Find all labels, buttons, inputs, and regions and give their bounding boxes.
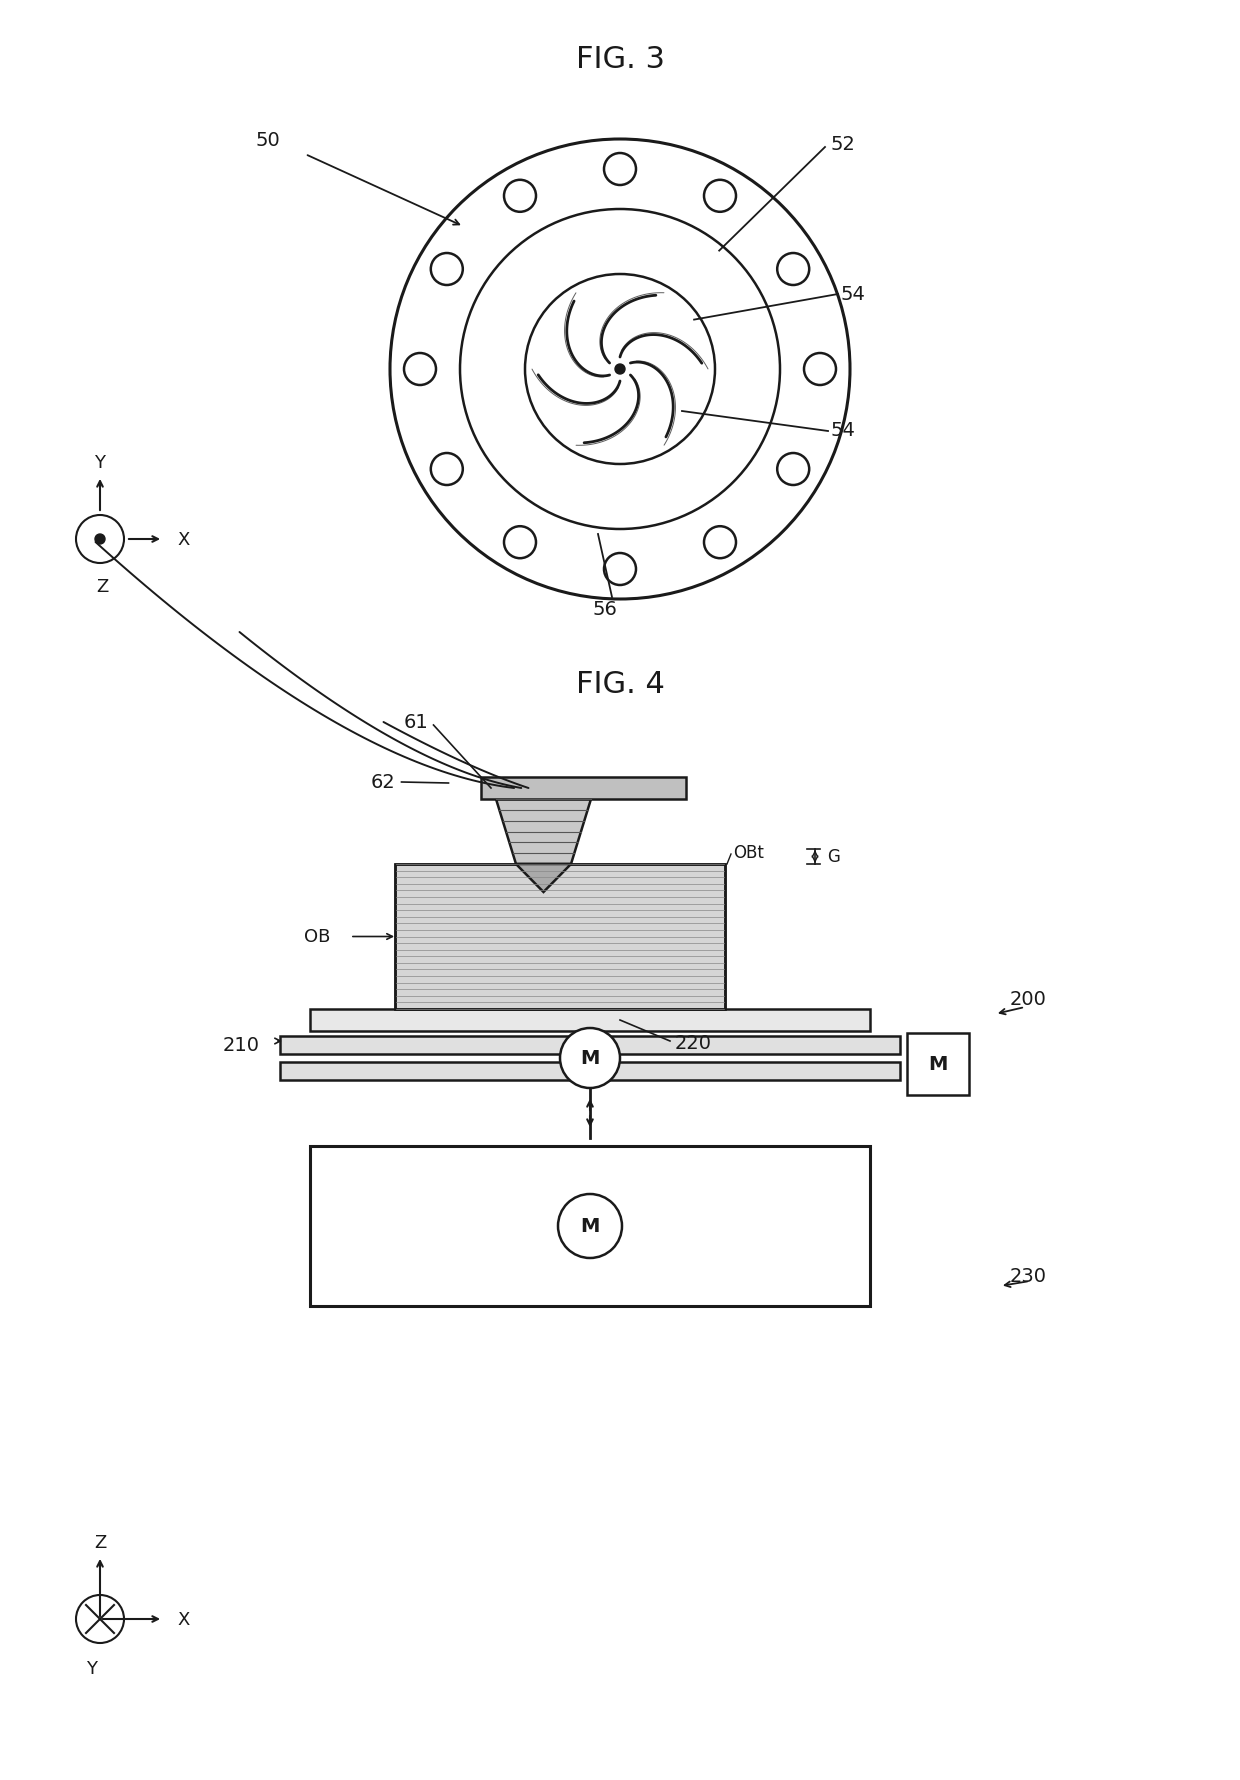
Bar <box>906 1034 968 1095</box>
Polygon shape <box>516 865 570 892</box>
Text: 210: 210 <box>223 1036 260 1056</box>
Text: M: M <box>929 1056 947 1073</box>
Text: Z: Z <box>95 578 108 596</box>
Text: OBt: OBt <box>733 844 764 862</box>
Text: 62: 62 <box>371 773 396 792</box>
Bar <box>280 1063 900 1080</box>
Bar <box>481 778 686 799</box>
Text: M: M <box>580 1218 600 1235</box>
Text: X: X <box>177 1611 190 1629</box>
Bar <box>280 1036 900 1054</box>
Text: X: X <box>177 530 190 548</box>
Bar <box>310 1146 870 1307</box>
Text: FIG. 4: FIG. 4 <box>575 669 665 700</box>
Bar <box>310 1009 870 1031</box>
Text: 52: 52 <box>830 135 854 155</box>
Text: 200: 200 <box>1011 990 1047 1009</box>
Text: OB: OB <box>304 927 330 945</box>
Circle shape <box>558 1194 622 1258</box>
Polygon shape <box>496 799 591 865</box>
Text: FIG. 3: FIG. 3 <box>575 46 665 75</box>
Text: Y: Y <box>94 454 105 472</box>
Bar <box>396 865 725 1009</box>
Text: G: G <box>827 847 839 867</box>
Text: 50: 50 <box>255 130 280 150</box>
Bar <box>396 865 725 1009</box>
Circle shape <box>95 534 105 545</box>
Text: 54: 54 <box>839 285 864 304</box>
Text: 220: 220 <box>675 1034 712 1054</box>
Text: M: M <box>580 1048 600 1068</box>
Circle shape <box>615 365 625 376</box>
Text: Z: Z <box>94 1533 107 1550</box>
Text: 230: 230 <box>1011 1267 1047 1285</box>
Text: 54: 54 <box>830 420 854 440</box>
Text: 56: 56 <box>593 600 618 619</box>
Text: Y: Y <box>87 1659 98 1677</box>
Text: 61: 61 <box>404 714 429 732</box>
Circle shape <box>560 1029 620 1088</box>
